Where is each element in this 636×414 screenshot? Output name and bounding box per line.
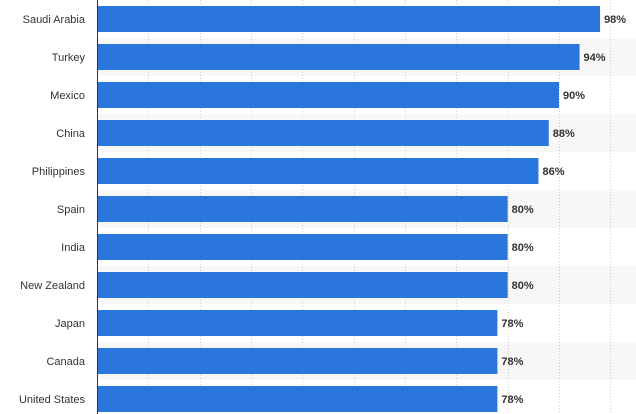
category-label: Mexico [50,90,85,102]
value-label: 98% [604,14,626,26]
bar [97,234,508,260]
value-label: 80% [512,280,534,292]
bar [97,272,508,298]
bar [97,158,539,184]
category-labels: Saudi Arabia Turkey Mexico China Philippines… [19,14,86,406]
category-label: Saudi Arabia [23,14,86,26]
value-label: 88% [553,128,575,140]
category-label: Turkey [52,52,86,64]
category-label: Spain [57,204,85,216]
category-label: India [61,242,86,254]
category-label: United States [19,394,86,406]
value-label: 80% [512,242,534,254]
bar [97,310,498,336]
bar [97,44,580,70]
value-label: 80% [512,204,534,216]
value-label: 78% [501,394,523,406]
category-label: Canada [46,356,85,368]
value-label: 86% [542,166,564,178]
bars [97,6,601,412]
category-label: Japan [55,318,85,330]
value-labels: 98% 94% 90% 88% 86% 80% 80% 80% 78% 78% 78% [501,14,626,406]
bar [97,120,549,146]
value-label: 78% [501,356,523,368]
category-label: Philippines [32,166,86,178]
bar [97,82,559,108]
value-label: 90% [563,90,585,102]
bar [97,196,508,222]
category-label: China [56,128,86,140]
value-label: 94% [584,52,606,64]
bar [97,386,498,412]
bar [97,348,498,374]
value-label: 78% [501,318,523,330]
category-label: New Zealand [20,280,85,292]
bar [97,6,601,32]
